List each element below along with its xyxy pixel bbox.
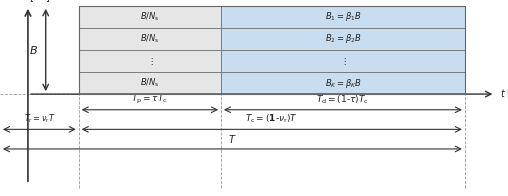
Text: $f$ [Hz]: $f$ [Hz]	[23, 0, 50, 4]
Text: $B_2 = \beta_2 B$: $B_2 = \beta_2 B$	[325, 33, 361, 45]
Text: $B$: $B$	[28, 44, 38, 56]
Bar	[79, 28, 221, 50]
Text: $T$: $T$	[228, 133, 237, 145]
Text: $B_K = \beta_K B$: $B_K = \beta_K B$	[325, 77, 361, 90]
Bar	[79, 6, 465, 94]
Text: $B_1 = \beta_1 B$: $B_1 = \beta_1 B$	[325, 10, 361, 23]
Bar	[221, 72, 465, 94]
Text: $B/N_\mathrm{s}$: $B/N_\mathrm{s}$	[140, 11, 160, 23]
Text: $t$ [s]: $t$ [s]	[500, 87, 508, 101]
Bar	[79, 72, 221, 94]
Text: $B/N_\mathrm{s}$: $B/N_\mathrm{s}$	[140, 77, 160, 89]
Bar	[221, 50, 465, 72]
Text: $T_\mathrm{d} = (1\text{-} \tau)T_\mathrm{c}$: $T_\mathrm{d} = (1\text{-} \tau)T_\mathr…	[316, 93, 369, 106]
Bar	[221, 6, 465, 28]
Text: $T_\mathrm{c} = (\mathbf{1}\text{-}\nu_\mathrm{r})T$: $T_\mathrm{c} = (\mathbf{1}\text{-}\nu_\…	[245, 113, 298, 125]
Text: $\vdots$: $\vdots$	[339, 55, 346, 66]
Text: $\vdots$: $\vdots$	[146, 55, 153, 66]
Bar	[79, 6, 221, 28]
Text: $T_\mathrm{p} = \tau T_\mathrm{c}$: $T_\mathrm{p} = \tau T_\mathrm{c}$	[132, 93, 168, 106]
Text: $B/N_\mathrm{s}$: $B/N_\mathrm{s}$	[140, 33, 160, 45]
Bar	[79, 50, 221, 72]
Text: $T_\mathrm{r} = \nu_\mathrm{r} T$: $T_\mathrm{r} = \nu_\mathrm{r} T$	[23, 113, 55, 125]
Bar	[221, 28, 465, 50]
